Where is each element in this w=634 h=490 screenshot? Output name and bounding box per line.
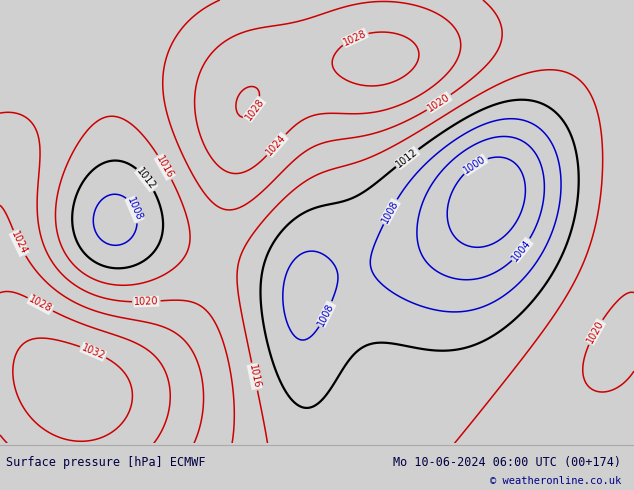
Text: 1016: 1016 <box>155 154 175 180</box>
Text: 1012: 1012 <box>394 147 420 170</box>
Text: 1020: 1020 <box>426 92 452 113</box>
Text: 1004: 1004 <box>510 238 533 263</box>
Text: Mo 10-06-2024 06:00 UTC (00+174): Mo 10-06-2024 06:00 UTC (00+174) <box>393 457 621 469</box>
Text: 1012: 1012 <box>135 167 158 192</box>
Text: 1032: 1032 <box>80 343 107 361</box>
Text: 1020: 1020 <box>134 296 158 307</box>
Text: 1028: 1028 <box>342 28 368 48</box>
Text: 1008: 1008 <box>125 196 144 222</box>
Text: 1008: 1008 <box>316 301 336 327</box>
Text: © weatheronline.co.uk: © weatheronline.co.uk <box>490 476 621 486</box>
Text: 1020: 1020 <box>585 319 605 345</box>
Text: 1028: 1028 <box>27 294 53 315</box>
Text: 1024: 1024 <box>264 132 288 157</box>
Text: 1016: 1016 <box>247 364 262 390</box>
Text: Surface pressure [hPa] ECMWF: Surface pressure [hPa] ECMWF <box>6 457 206 469</box>
Text: 1024: 1024 <box>10 230 29 257</box>
Text: 1000: 1000 <box>462 154 488 176</box>
Text: 1028: 1028 <box>243 97 266 122</box>
Text: 1008: 1008 <box>380 198 400 225</box>
